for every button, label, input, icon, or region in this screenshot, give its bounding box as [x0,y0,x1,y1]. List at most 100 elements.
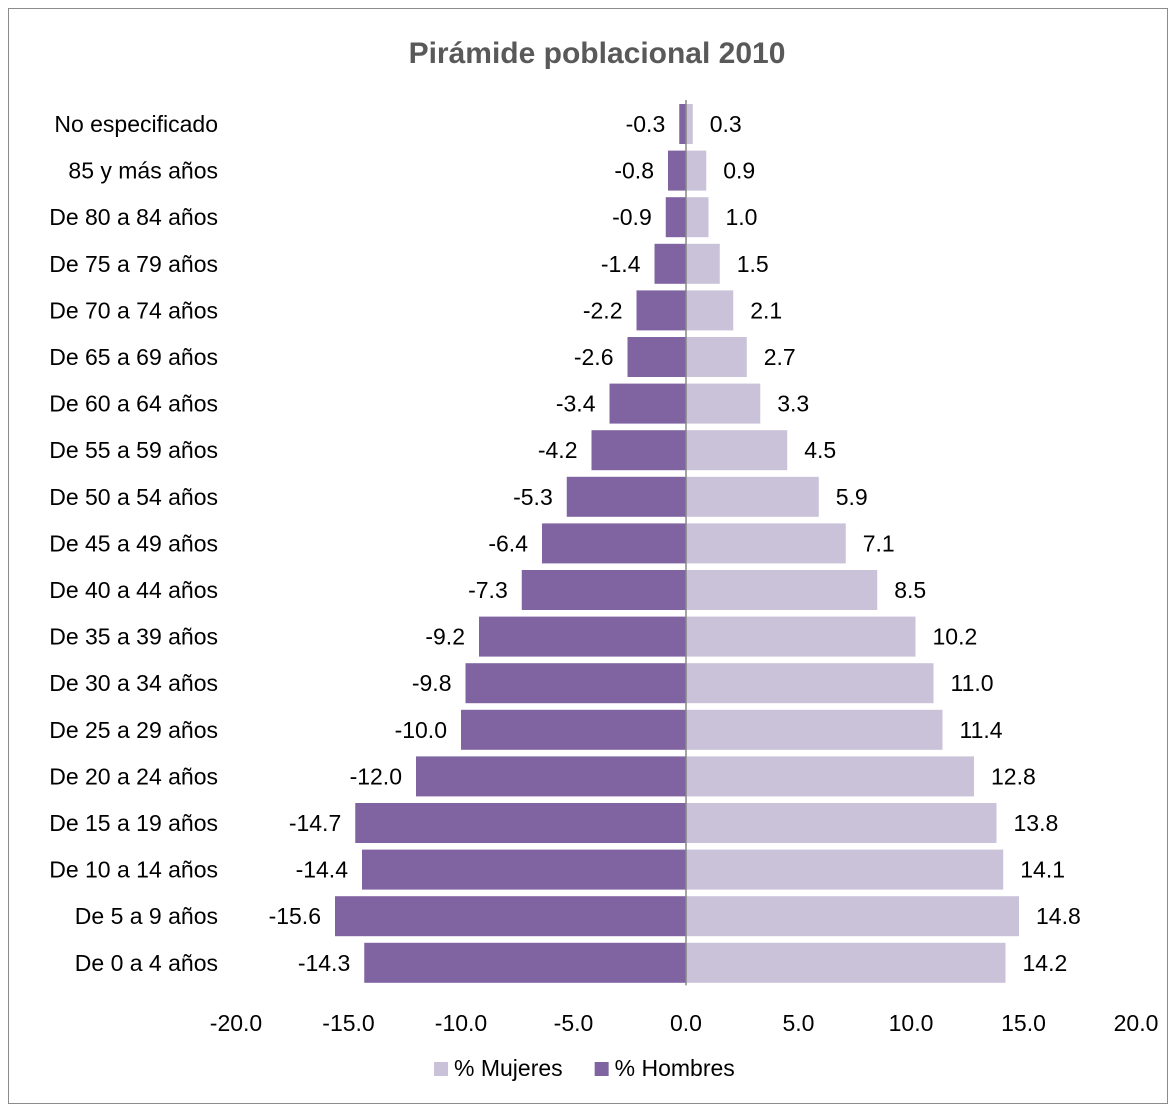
chart-title: Pirámide poblacional 2010 [409,37,786,70]
bars-group [335,104,1019,983]
value-label-hombres: -2.2 [583,297,623,323]
bar-hombres [542,523,686,564]
value-label-hombres: -0.9 [612,204,652,230]
value-label-hombres: -14.3 [298,950,350,976]
value-label-hombres: -4.2 [538,437,578,463]
bar-hombres [636,290,686,331]
bar-hombres [416,756,686,797]
x-tick-label: 5.0 [783,1010,815,1036]
bar-hombres [591,430,686,471]
category-label: De 0 a 4 años [75,950,218,976]
bar-mujeres [686,942,1006,983]
bar-hombres [566,476,686,517]
category-labels-group: No especificado 85 y más años De 80 a 84 a… [49,111,218,976]
value-label-mujeres: 11.4 [960,717,1003,743]
value-label-hombres: -0.3 [626,111,666,137]
bar-mujeres [686,896,1019,937]
x-tick-label: 10.0 [889,1010,934,1036]
value-label-mujeres: 10.2 [933,624,978,650]
value-label-hombres: -9.2 [425,624,465,650]
category-label: De 35 a 39 años [49,624,218,650]
bar-hombres [627,337,686,377]
category-label: De 10 a 14 años [49,857,218,883]
value-label-hombres: -7.3 [468,577,508,603]
value-label-mujeres: 3.3 [777,391,809,417]
value-label-mujeres: 12.8 [991,763,1036,789]
legend-label: % Mujeres [454,1055,563,1081]
value-labels-group: 0.3 -0.3 0.9 -0.8 1.0 -0.9 1.5 -1.4 2.1 -2.2 2.7 -2… [269,111,1081,976]
value-label-hombres: -0.8 [614,158,654,184]
bar-mujeres [686,337,747,377]
category-label: De 60 a 64 años [49,391,218,417]
value-label-mujeres: 7.1 [863,530,895,556]
bar-hombres [461,709,686,750]
value-label-mujeres: 1.0 [726,204,758,230]
bar-mujeres [686,756,974,797]
bar-mujeres [686,197,709,238]
x-tick-label: -20.0 [210,1010,262,1036]
value-label-hombres: -6.4 [488,530,528,556]
bar-mujeres [686,104,693,144]
bar-hombres [465,663,686,704]
bar-mujeres [686,476,819,517]
value-label-mujeres: 2.1 [750,297,782,323]
value-label-hombres: -5.3 [513,484,553,510]
x-tick-label: -15.0 [322,1010,374,1036]
bar-mujeres [686,523,846,564]
value-label-hombres: -10.0 [395,717,447,743]
category-label: De 20 a 24 años [49,763,218,789]
category-label: De 25 a 29 años [49,717,218,743]
legend: % Mujeres % Hombres [434,1055,735,1081]
value-label-mujeres: 4.5 [804,437,836,463]
value-label-hombres: -14.7 [289,810,341,836]
value-label-hombres: -1.4 [601,251,641,277]
bar-mujeres [686,383,761,424]
value-label-mujeres: 0.3 [710,111,742,137]
category-label: De 15 a 19 años [49,810,218,836]
category-label: De 40 a 44 años [49,577,218,603]
value-label-mujeres: 5.9 [836,484,868,510]
value-label-mujeres: 0.9 [723,158,755,184]
value-label-mujeres: 11.0 [951,670,994,696]
value-label-hombres: -14.4 [296,857,349,883]
bar-hombres [668,150,686,191]
x-tick-label: 20.0 [1114,1010,1159,1036]
bar-hombres [364,942,686,983]
category-label: De 45 a 49 años [49,530,218,556]
bar-mujeres [686,616,916,657]
x-tick-label: 0.0 [670,1010,702,1036]
category-label: De 5 a 9 años [75,903,218,929]
category-label: 85 y más años [68,158,218,184]
value-label-mujeres: 1.5 [737,251,769,277]
bar-mujeres [686,663,934,704]
value-label-hombres: -2.6 [574,344,614,370]
bar-mujeres [686,570,878,610]
x-tick-label: -5.0 [554,1010,594,1036]
legend-swatch [434,1062,448,1076]
value-label-hombres: -12.0 [350,763,402,789]
legend-label: % Hombres [615,1055,735,1081]
value-label-mujeres: 2.7 [764,344,796,370]
value-label-mujeres: 13.8 [1014,810,1059,836]
category-label: De 65 a 69 años [49,344,218,370]
category-label: No especificado [54,111,218,137]
x-tick-label: 15.0 [1001,1010,1046,1036]
bar-mujeres [686,803,997,843]
value-label-mujeres: 8.5 [894,577,926,603]
category-label: De 50 a 54 años [49,484,218,510]
bar-hombres [679,104,686,144]
x-axis-ticks-group: -20.0 -15.0 -10.0 -5.0 0.0 5.0 10.0 15.0 20.0 [210,1010,1159,1036]
value-label-hombres: -15.6 [269,903,321,929]
bar-hombres [479,616,686,657]
bar-hombres [665,197,686,238]
bar-mujeres [686,849,1004,890]
value-label-hombres: -9.8 [412,670,452,696]
category-label: De 75 a 79 años [49,251,218,277]
bar-mujeres [686,430,788,471]
bar-hombres [335,896,686,937]
bar-hombres [654,243,686,284]
bar-mujeres [686,709,943,750]
category-label: De 30 a 34 años [49,670,218,696]
category-label: De 55 a 59 años [49,437,218,463]
